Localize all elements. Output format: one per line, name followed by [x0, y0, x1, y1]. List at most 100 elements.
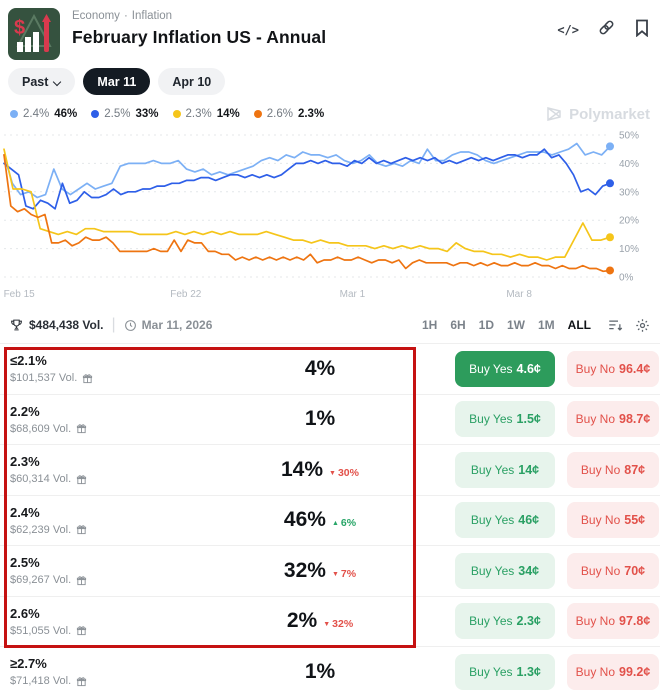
header: $ Economy · Inflation February Inflation U… — [0, 0, 660, 60]
outcome-volume: $101,537 Vol. — [10, 372, 185, 384]
price-chart[interactable]: 0% 10% 20% 30% 40% 50% Feb 15 Feb 22 Mar 1 Mar 8 — [0, 125, 660, 308]
market-tab[interactable]: Mar 11 — [83, 68, 151, 95]
market-thumbnail: $ — [8, 8, 60, 60]
market-tab[interactable]: Apr 10 — [158, 68, 226, 95]
time-range-option[interactable]: 1M — [538, 318, 555, 332]
outcome-chance: 4% — [304, 356, 336, 380]
volume-group: $484,438 Vol. — [10, 318, 104, 332]
buy-no-button[interactable]: Buy No 70¢ — [567, 552, 659, 589]
buy-no-button[interactable]: Buy No 55¢ — [567, 502, 659, 539]
legend-dot — [172, 110, 181, 118]
bookmark-icon[interactable] — [634, 19, 650, 42]
buy-yes-button[interactable]: Buy Yes 46¢ — [455, 502, 555, 539]
gift-icon[interactable] — [76, 423, 87, 434]
outcome-chance: 14% — [281, 457, 324, 481]
buy-no-button[interactable]: Buy No 99.2¢ — [567, 653, 659, 690]
time-range-option[interactable]: ALL — [567, 318, 591, 332]
svg-text:20%: 20% — [619, 216, 639, 227]
gift-icon[interactable] — [76, 625, 87, 636]
legend-item[interactable]: 2.4% 46% — [10, 108, 77, 120]
resolution-date-group: Mar 11, 2026 — [124, 318, 213, 332]
chance-change: 30% — [329, 467, 359, 479]
outcome-chance: 2% — [286, 609, 318, 633]
outcome-row: 2.6% $51,055 Vol. 2% 32% Buy Ye — [0, 595, 660, 647]
buy-yes-button[interactable]: Buy Yes 34¢ — [455, 552, 555, 589]
outcome-chance: 1% — [304, 659, 336, 683]
resolution-date: Mar 11, 2026 — [141, 318, 213, 332]
gift-icon[interactable] — [76, 524, 87, 535]
gift-icon[interactable] — [82, 373, 93, 384]
chevron-down-icon — [53, 78, 61, 86]
legend-outcome: 2.4% — [23, 108, 50, 120]
gift-icon[interactable] — [76, 474, 87, 485]
outcome-volume: $69,267 Vol. — [10, 574, 185, 586]
outcome-row: 2.4% $62,239 Vol. 46% 6% Buy Ye — [0, 494, 660, 546]
trophy-icon — [11, 319, 22, 331]
buy-no-button[interactable]: Buy No 96.4¢ — [567, 350, 659, 387]
legend-probability: 46% — [54, 108, 78, 120]
outcome-label: 2.6% — [10, 605, 40, 621]
gear-icon[interactable] — [635, 318, 650, 333]
legend-probability: 2.3% — [297, 108, 325, 120]
outcome-volume: $51,055 Vol. — [10, 625, 185, 637]
legend-item[interactable]: 2.5% 33% — [91, 108, 159, 120]
outcome-volume: $60,314 Vol. — [10, 473, 185, 485]
header-actions: </> — [557, 18, 650, 42]
legend-item[interactable]: 2.3% 14% — [172, 108, 240, 120]
buy-yes-button[interactable]: Buy Yes 14¢ — [455, 451, 555, 488]
buy-no-button[interactable]: Buy No 97.8¢ — [567, 603, 659, 640]
gift-icon[interactable] — [76, 575, 87, 586]
outcomes-list: ≤2.1% $101,537 Vol. 4% Buy Yes — [0, 343, 660, 697]
outcome-row: 2.3% $60,314 Vol. 14% 30% Buy Y — [0, 444, 660, 495]
svg-text:$: $ — [14, 17, 25, 39]
buy-no-button[interactable]: Buy No 98.7¢ — [567, 401, 659, 438]
time-range-option[interactable]: 6H — [450, 318, 466, 332]
buy-no-button[interactable]: Buy No 87¢ — [567, 451, 659, 488]
outcome-row: 2.2% $68,609 Vol. 1% Buy Yes 1. — [0, 393, 660, 445]
tab-label: Mar 11 — [97, 74, 137, 89]
svg-text:Mar 1: Mar 1 — [340, 289, 366, 300]
legend-dot — [91, 110, 100, 118]
buy-yes-button[interactable]: Buy Yes 1.5¢ — [455, 401, 555, 438]
chart-legend: 2.4% 46% 2.5% 33% 2.3% 14% 2.6% 2.3% — [10, 108, 324, 120]
orderbook-icon[interactable] — [608, 319, 623, 332]
legend-probability: 33% — [135, 108, 159, 120]
breadcrumb-subcategory[interactable]: Inflation — [131, 10, 173, 22]
polymarket-watermark: Polymarket — [545, 105, 650, 123]
breadcrumb-category[interactable]: Economy — [72, 10, 120, 22]
time-range-option[interactable]: 1W — [507, 318, 525, 332]
chance-change: 7% — [332, 568, 356, 580]
chance-change: 6% — [332, 517, 356, 529]
legend-dot — [10, 110, 18, 118]
legend-outcome: 2.3% — [185, 108, 212, 120]
total-volume: $484,438 Vol. — [29, 318, 104, 332]
svg-text:Feb 15: Feb 15 — [4, 289, 36, 300]
time-range-option[interactable]: 1D — [478, 318, 494, 332]
svg-text:10%: 10% — [619, 244, 639, 255]
tab-label: Apr 10 — [172, 74, 212, 89]
market-tab[interactable]: Past — [8, 68, 76, 95]
time-range-option[interactable]: 1H — [421, 318, 438, 332]
legend-item[interactable]: 2.6% 2.3% — [253, 108, 325, 120]
buy-yes-button[interactable]: Buy Yes 1.3¢ — [455, 653, 555, 690]
legend-outcome: 2.6% — [266, 108, 293, 120]
clock-icon — [124, 319, 136, 331]
link-icon[interactable] — [597, 18, 616, 42]
polymarket-logo-icon — [547, 107, 561, 121]
outcome-volume: $71,418 Vol. — [10, 675, 185, 687]
svg-text:0%: 0% — [619, 273, 634, 284]
outcome-volume: $68,609 Vol. — [10, 423, 185, 435]
svg-text:Mar 8: Mar 8 — [506, 289, 532, 300]
outcome-row: ≤2.1% $101,537 Vol. 4% Buy Yes — [0, 343, 660, 394]
chance-change: 32% — [323, 618, 353, 630]
svg-text:40%: 40% — [619, 159, 639, 170]
embed-code-icon[interactable]: </> — [557, 23, 579, 37]
buy-yes-button[interactable]: Buy Yes 2.3¢ — [455, 603, 555, 640]
gift-icon[interactable] — [76, 676, 87, 687]
outcome-volume: $62,239 Vol. — [10, 524, 185, 536]
outcome-label: 2.5% — [10, 555, 40, 571]
svg-text:30%: 30% — [619, 187, 639, 198]
legend-probability: 14% — [216, 108, 240, 120]
buy-yes-button[interactable]: Buy Yes 4.6¢ — [455, 350, 555, 387]
